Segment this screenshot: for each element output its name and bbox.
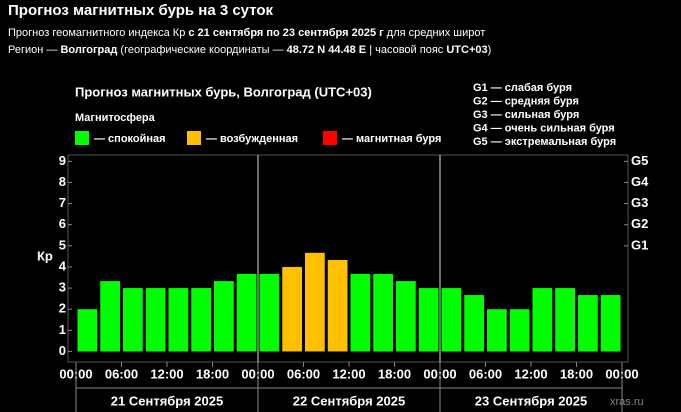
bar <box>100 281 120 352</box>
header-line: Прогноз геомагнитного индекса Кр с 21 се… <box>8 27 491 39</box>
y-tick-label: 4 <box>59 258 67 273</box>
watermark: xras.ru <box>610 396 644 408</box>
y2-tick-label: G1 <box>631 237 648 252</box>
header-line: Регион — Волгоград (географические коорд… <box>8 44 491 56</box>
header-text: с 21 сентября по 23 сентября 2025 г <box>188 27 384 39</box>
header-text: UTC+03 <box>446 44 488 56</box>
y2-tick-label: G4 <box>631 174 649 189</box>
bar <box>282 266 302 352</box>
bar <box>214 281 234 352</box>
header-text: для средних широт <box>383 27 486 39</box>
bar <box>396 281 416 352</box>
g-scale-label: G2 — средняя буря <box>473 95 579 107</box>
bar <box>464 295 484 352</box>
x-tick-label: 06:00 <box>287 366 320 381</box>
header-text: | часовой пояс <box>366 44 447 56</box>
y-tick-label: 9 <box>59 153 66 168</box>
day-label: 21 Сентября 2025 <box>111 393 223 408</box>
y-tick-label: 6 <box>59 216 66 231</box>
bar <box>305 252 325 352</box>
bar <box>487 309 507 352</box>
page-title: Прогноз магнитных бурь на 3 суток <box>8 2 274 19</box>
bar <box>191 288 211 352</box>
bar <box>236 273 257 352</box>
x-tick-label: 12:00 <box>150 366 183 381</box>
header-text: 48.72 N 44.48 E <box>286 44 367 56</box>
legend-title: Магнитосфера <box>75 112 156 124</box>
bar <box>123 288 143 352</box>
bar <box>509 309 530 352</box>
y-axis-label: Кр <box>37 248 53 263</box>
bar <box>418 288 439 352</box>
legend-swatch <box>323 131 337 145</box>
bar <box>441 288 462 352</box>
bar <box>77 309 98 352</box>
g-scale-label: G5 — экстремальная буря <box>473 136 616 148</box>
bar <box>168 288 189 352</box>
legend-label: — спокойная <box>94 133 166 145</box>
legend-label: — магнитная буря <box>342 133 441 145</box>
header-text: Волгоград <box>60 44 118 56</box>
y2-tick-label: G3 <box>631 195 648 210</box>
y-tick-label: 0 <box>59 343 66 358</box>
g-scale-label: G3 — сильная буря <box>473 109 579 121</box>
y-tick-label: 2 <box>59 301 66 316</box>
bar <box>578 295 598 352</box>
y-tick-label: 1 <box>59 322 66 337</box>
x-tick-label: 06:00 <box>105 366 138 381</box>
bar <box>555 288 575 352</box>
header-text: (географические координаты — <box>117 44 287 56</box>
legend-swatch <box>75 131 89 145</box>
x-tick-label: 18:00 <box>378 366 411 381</box>
g-scale-label: G1 — слабая буря <box>473 82 572 94</box>
day-label: 22 Сентября 2025 <box>293 393 405 408</box>
y-tick-label: 5 <box>59 237 66 252</box>
y2-tick-label: G2 <box>631 216 648 231</box>
day-label: 23 Сентября 2025 <box>475 393 587 408</box>
header-text: Прогноз геомагнитного индекса Кр <box>8 27 189 39</box>
y-tick-label: 8 <box>59 174 66 189</box>
y2-tick-label: G5 <box>631 153 648 168</box>
bar <box>532 288 553 352</box>
header: Прогноз магнитных бурь на 3 суток Прогно… <box>8 2 491 61</box>
bar <box>350 273 371 352</box>
header-text: ) <box>487 44 492 56</box>
bar <box>259 273 280 352</box>
bar <box>373 273 393 352</box>
bar <box>145 288 166 352</box>
legend-label: — возбужденная <box>206 133 298 145</box>
x-tick-label: 18:00 <box>196 366 229 381</box>
g-scale-label: G4 — очень сильная буря <box>473 122 615 134</box>
x-tick-label: 12:00 <box>514 366 547 381</box>
header-text: Регион — <box>8 44 61 56</box>
y-tick-label: 7 <box>59 195 66 210</box>
x-tick-label: 06:00 <box>469 366 502 381</box>
bar <box>327 259 348 352</box>
bar <box>600 295 621 352</box>
x-tick-label: 12:00 <box>332 366 365 381</box>
y-tick-label: 3 <box>59 280 66 295</box>
chart-title: Прогноз магнитных бурь, Волгоград (UTC+0… <box>75 84 372 99</box>
x-tick-label: 18:00 <box>560 366 593 381</box>
legend-swatch <box>187 131 201 145</box>
